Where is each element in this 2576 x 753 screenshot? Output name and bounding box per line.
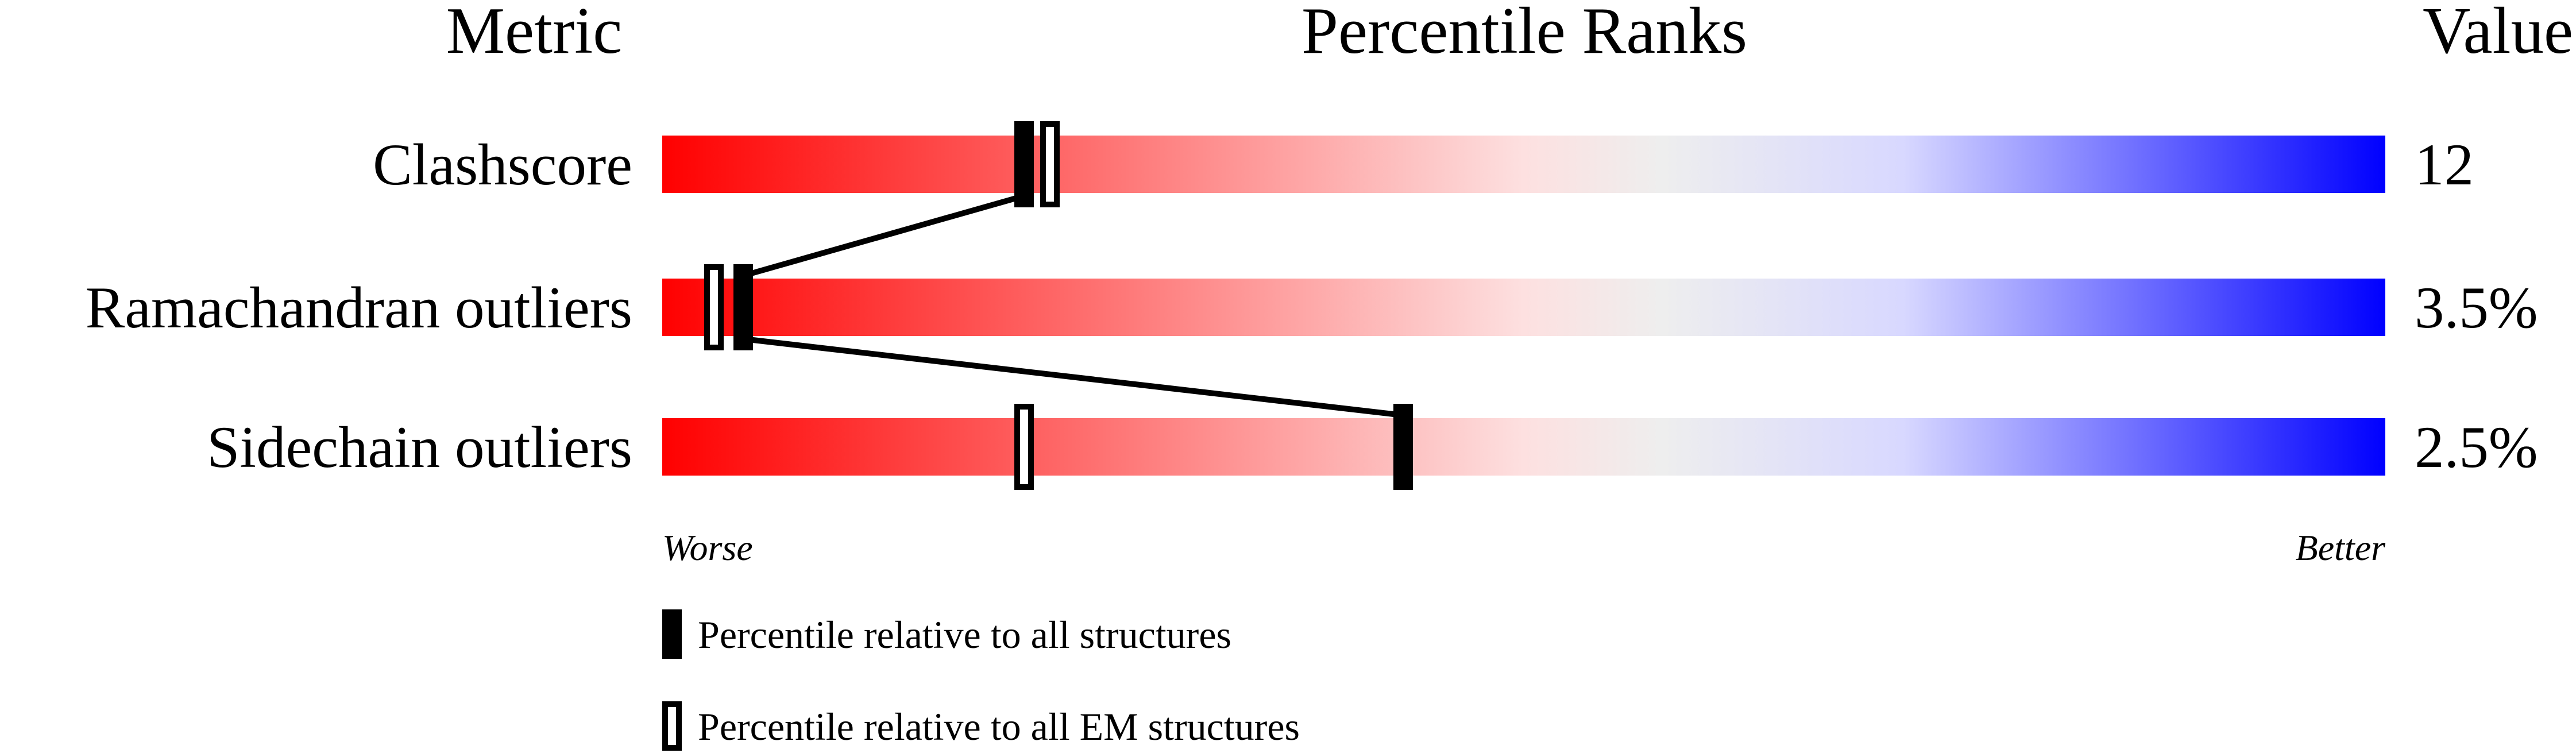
metric-value: 12 <box>2415 132 2474 198</box>
metric-label: Sidechain outliers <box>207 415 632 480</box>
header-percentile-ranks: Percentile Ranks <box>1301 0 1747 67</box>
metric-value: 2.5% <box>2415 415 2538 480</box>
percentile-bar <box>662 418 2385 476</box>
header-value: Value <box>2423 0 2573 67</box>
metric-value: 3.5% <box>2415 275 2538 341</box>
metric-label: Clashscore <box>373 132 632 198</box>
better-label: Better <box>2296 527 2386 568</box>
percentile-bar <box>662 279 2385 336</box>
em-percentile-marker <box>1040 121 1060 207</box>
all-percentile-marker <box>1014 121 1034 207</box>
all-percentile-marker <box>1393 404 1413 490</box>
em-percentile-marker <box>1014 404 1034 490</box>
em-percentile-marker <box>704 264 724 350</box>
percentile-bar <box>662 136 2385 193</box>
metric-label: Ramachandran outliers <box>86 275 632 341</box>
legend-label: Percentile relative to all EM structures <box>698 705 1300 748</box>
legend-label: Percentile relative to all structures <box>698 613 1231 657</box>
legend-open-marker-icon <box>662 701 682 751</box>
connector-line <box>743 336 1404 418</box>
header-metric: Metric <box>446 0 623 67</box>
connector-line <box>742 193 1025 279</box>
legend-filled-marker-icon <box>662 609 682 659</box>
all-percentile-marker <box>733 264 753 350</box>
worse-label: Worse <box>662 527 753 568</box>
